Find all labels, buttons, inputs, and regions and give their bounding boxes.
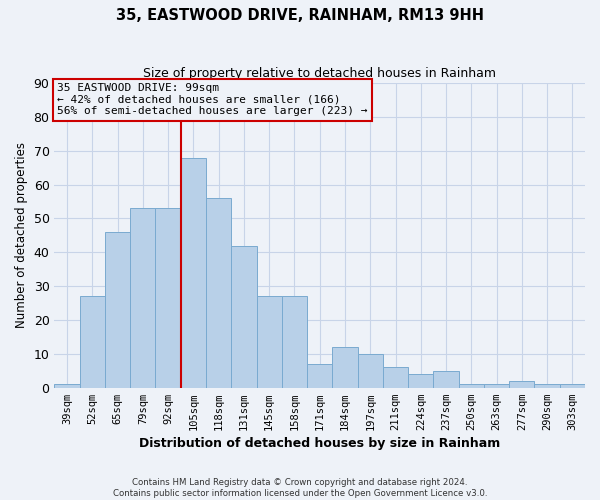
Bar [206, 198, 231, 388]
Bar [130, 208, 155, 388]
Bar [55, 384, 80, 388]
Text: Contains HM Land Registry data © Crown copyright and database right 2024.
Contai: Contains HM Land Registry data © Crown c… [113, 478, 487, 498]
Text: 35, EASTWOOD DRIVE, RAINHAM, RM13 9HH: 35, EASTWOOD DRIVE, RAINHAM, RM13 9HH [116, 8, 484, 22]
Bar [257, 296, 282, 388]
Bar [383, 368, 408, 388]
Bar [458, 384, 484, 388]
Bar [535, 384, 560, 388]
Bar [358, 354, 383, 388]
X-axis label: Distribution of detached houses by size in Rainham: Distribution of detached houses by size … [139, 437, 500, 450]
Bar [433, 371, 458, 388]
Bar [105, 232, 130, 388]
Bar [307, 364, 332, 388]
Bar [80, 296, 105, 388]
Bar [408, 374, 433, 388]
Bar [181, 158, 206, 388]
Bar [155, 208, 181, 388]
Bar [484, 384, 509, 388]
Bar [560, 384, 585, 388]
Y-axis label: Number of detached properties: Number of detached properties [15, 142, 28, 328]
Bar [332, 347, 358, 388]
Bar [282, 296, 307, 388]
Title: Size of property relative to detached houses in Rainham: Size of property relative to detached ho… [143, 68, 496, 80]
Text: 35 EASTWOOD DRIVE: 99sqm
← 42% of detached houses are smaller (166)
56% of semi-: 35 EASTWOOD DRIVE: 99sqm ← 42% of detach… [57, 83, 368, 116]
Bar [509, 381, 535, 388]
Bar [231, 246, 257, 388]
